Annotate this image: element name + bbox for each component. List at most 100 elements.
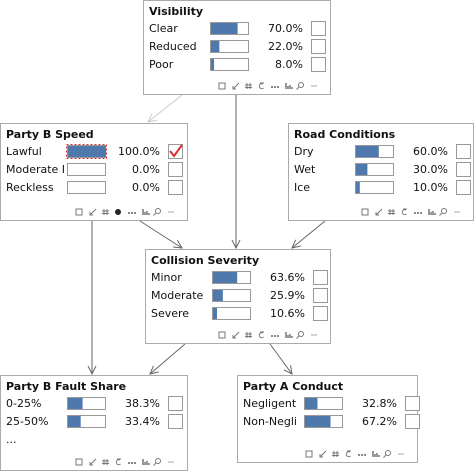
icon [277,335,279,337]
bar-highlight [66,144,107,159]
icon [319,450,327,458]
icon [142,459,150,465]
icon [155,208,161,214]
icon [75,458,83,466]
state-value: 10.6% [270,307,305,320]
icon [258,331,264,339]
icon [245,83,252,89]
icon [298,331,304,337]
icon [131,212,133,214]
toolbar [218,331,317,339]
icon [285,332,293,338]
state-checkbox[interactable] [405,396,420,411]
toolbar [218,82,317,90]
state-value: 100.0% [118,145,160,158]
icon [401,208,407,216]
state-value: 0.0% [132,163,160,176]
state-label: Wet [294,163,316,176]
node-title: Collision Severity [151,254,259,267]
state-checkbox[interactable] [168,180,183,195]
state-value: 70.0% [268,22,303,35]
node: Party B Fault Share 0-25% 38.3% 25-50% 33.4%… [0,375,188,471]
state-checkbox[interactable] [311,57,326,72]
edge [292,220,326,248]
icon [296,86,300,90]
icon [375,208,383,216]
node-title: Party B Fault Share [6,380,126,393]
node: Road Conditions Dry 60.0% Wet 30.0% Ice 10.0% [288,123,474,221]
icon [128,462,130,464]
icon [274,86,276,88]
state-checkbox[interactable] [168,396,183,411]
bar [211,41,220,52]
icon [414,212,416,214]
node-title: Party A Conduct [243,380,343,393]
node-title: Visibility [149,5,203,18]
state-label: Minor [151,271,182,284]
icon [417,212,419,214]
state-label: Reduced [149,40,197,53]
state-label: Non-Negli [243,415,297,428]
state-label: Clear [149,22,178,35]
state-checkbox[interactable] [405,414,420,429]
state-value: 22.0% [268,40,303,53]
bar [356,182,360,193]
toolbar [75,208,174,216]
state-value: 30.0% [413,163,448,176]
state-checkbox[interactable] [168,162,183,177]
state-checkbox[interactable] [313,270,328,285]
icon [388,209,395,215]
icon [274,335,276,337]
state-label: Lawful [6,145,42,158]
state-value: 25.9% [270,289,305,302]
state-checkbox[interactable] [311,39,326,54]
state-label: Poor [149,58,174,71]
bar [213,308,218,319]
edge [148,94,183,122]
icon [441,208,447,214]
bar [68,416,81,427]
state-checkbox[interactable] [168,414,183,429]
icon [271,86,273,88]
icon [155,458,161,464]
icon [102,209,109,215]
edge [269,343,292,374]
icon [153,462,157,466]
state-checkbox[interactable] [311,21,326,36]
state-checkbox[interactable] [313,288,328,303]
node: Collision Severity Minor 63.6% Moderate 25.9… [145,249,331,344]
icon [345,450,351,458]
node-title: Road Conditions [294,128,396,141]
state-value: 8.0% [275,58,303,71]
toolbar [75,458,174,466]
icon [153,212,157,216]
state-checkbox[interactable] [456,162,471,177]
icon [75,208,83,216]
state-value: 0.0% [132,181,160,194]
node-title: Party B Speed [6,128,94,141]
bar-track [67,181,106,194]
state-value: 67.2% [362,415,397,428]
icon [364,454,366,456]
icon [115,458,121,466]
bar-track [210,40,249,53]
bar-track [210,58,249,71]
node: Party A Conduct Negligent 32.8% Non-Negli 67… [237,375,420,463]
state-label: Dry [294,145,314,158]
toolbar [361,208,460,216]
state-checkbox[interactable] [313,306,328,321]
bar [213,272,238,283]
state-checkbox[interactable] [456,144,471,159]
icon [102,459,109,465]
state-label: Moderate [151,289,204,302]
icon [361,208,369,216]
icon [89,458,97,466]
bar [68,398,83,409]
edge [139,220,182,248]
icon [134,212,136,214]
icon [131,462,133,464]
state-checkbox[interactable] [456,180,471,195]
bar [356,146,379,157]
bar-track [67,163,106,176]
